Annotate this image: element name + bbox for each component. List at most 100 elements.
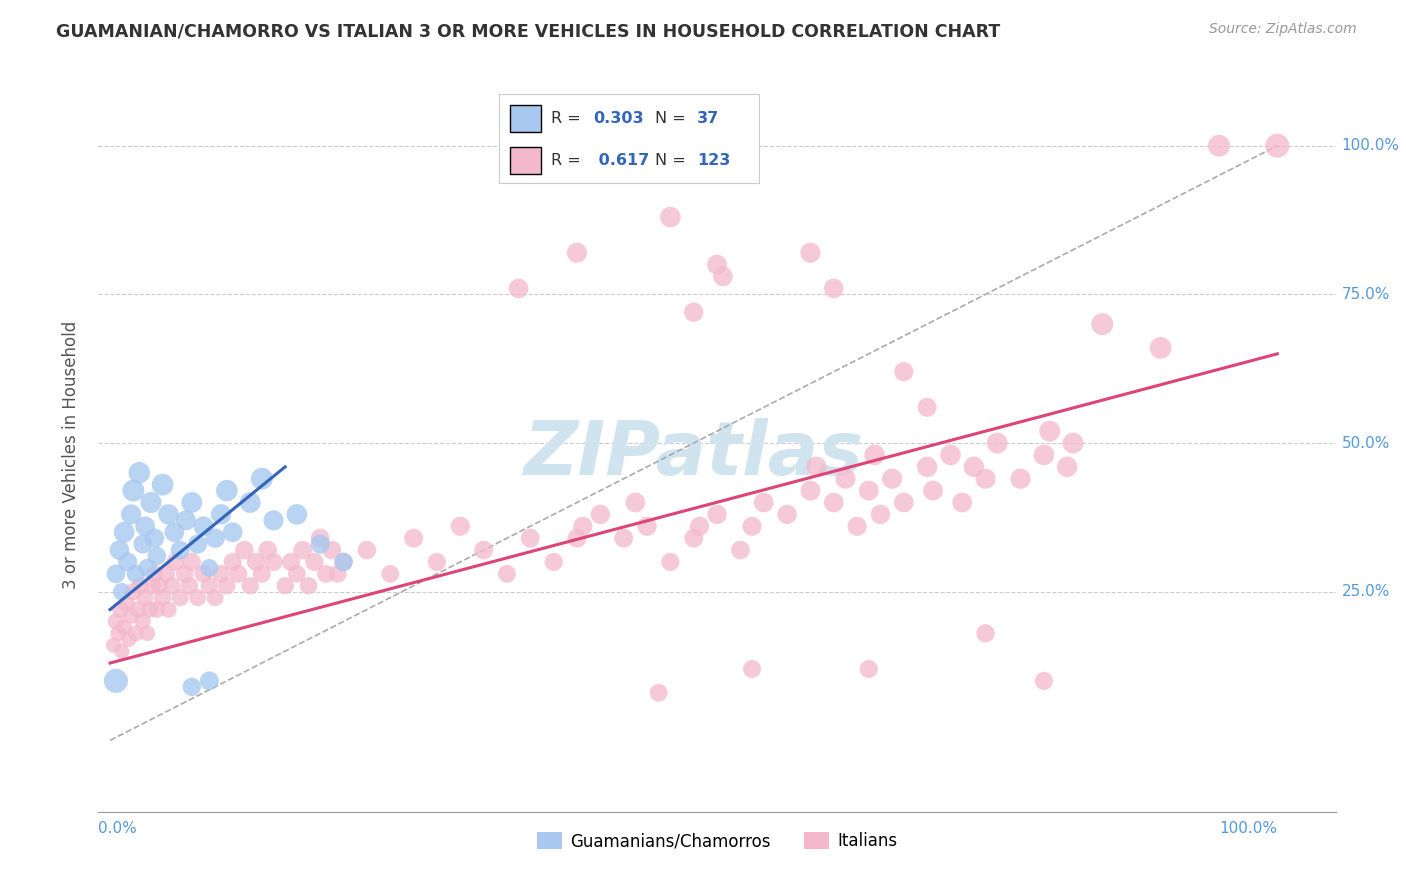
- Point: [209, 566, 232, 581]
- Point: [187, 537, 209, 551]
- Text: 0.303: 0.303: [593, 112, 644, 126]
- Point: [104, 615, 127, 629]
- Text: 0.617: 0.617: [593, 153, 650, 168]
- Point: [139, 495, 162, 509]
- Point: [127, 602, 149, 616]
- Point: [198, 561, 221, 575]
- Point: [152, 477, 174, 491]
- FancyBboxPatch shape: [509, 105, 541, 132]
- Point: [1010, 472, 1032, 486]
- Point: [125, 566, 148, 581]
- Point: [263, 555, 285, 569]
- Point: [706, 508, 728, 522]
- Point: [730, 543, 752, 558]
- Point: [132, 537, 155, 551]
- Point: [104, 566, 127, 581]
- Point: [157, 602, 180, 616]
- Text: 123: 123: [697, 153, 730, 168]
- Point: [846, 519, 869, 533]
- Point: [274, 579, 297, 593]
- Point: [939, 448, 962, 462]
- Point: [134, 519, 156, 533]
- Point: [1032, 448, 1054, 462]
- Point: [449, 519, 471, 533]
- Point: [472, 543, 495, 558]
- Y-axis label: 3 or more Vehicles in Household: 3 or more Vehicles in Household: [62, 321, 80, 589]
- Point: [858, 483, 880, 498]
- Point: [111, 644, 134, 658]
- Point: [426, 555, 449, 569]
- Text: 37: 37: [697, 112, 718, 126]
- FancyBboxPatch shape: [509, 147, 541, 174]
- Point: [834, 472, 856, 486]
- Point: [974, 626, 997, 640]
- Point: [1091, 317, 1114, 331]
- Point: [659, 210, 682, 224]
- Point: [636, 519, 658, 533]
- Point: [682, 305, 704, 319]
- Point: [179, 579, 201, 593]
- Point: [304, 555, 326, 569]
- Point: [204, 531, 226, 545]
- Text: 25.0%: 25.0%: [1341, 584, 1391, 599]
- Point: [250, 566, 273, 581]
- Point: [922, 483, 945, 498]
- Point: [134, 591, 156, 605]
- Point: [332, 555, 354, 569]
- Point: [104, 673, 127, 688]
- Point: [103, 638, 125, 652]
- Point: [112, 525, 135, 540]
- Point: [869, 508, 891, 522]
- Point: [198, 673, 221, 688]
- Point: [647, 686, 669, 700]
- Text: 100.0%: 100.0%: [1341, 138, 1399, 153]
- Point: [132, 615, 155, 629]
- Point: [309, 537, 332, 551]
- Text: GUAMANIAN/CHAMORRO VS ITALIAN 3 OR MORE VEHICLES IN HOUSEHOLD CORRELATION CHART: GUAMANIAN/CHAMORRO VS ITALIAN 3 OR MORE …: [56, 22, 1001, 40]
- Point: [380, 566, 402, 581]
- Point: [112, 620, 135, 634]
- Point: [146, 549, 169, 563]
- Point: [496, 566, 519, 581]
- Point: [332, 555, 354, 569]
- Point: [776, 508, 799, 522]
- Point: [309, 531, 332, 545]
- Point: [356, 543, 378, 558]
- Point: [118, 632, 141, 647]
- Text: 50.0%: 50.0%: [1341, 435, 1391, 450]
- Point: [239, 579, 262, 593]
- Point: [117, 555, 139, 569]
- Point: [659, 555, 682, 569]
- Point: [108, 543, 131, 558]
- Point: [129, 579, 152, 593]
- Point: [110, 602, 132, 616]
- Point: [180, 680, 202, 694]
- Point: [565, 245, 588, 260]
- Point: [280, 555, 302, 569]
- Point: [950, 495, 973, 509]
- Point: [752, 495, 775, 509]
- Point: [180, 495, 202, 509]
- Point: [155, 566, 177, 581]
- Point: [169, 543, 191, 558]
- Point: [508, 281, 530, 295]
- Point: [263, 513, 285, 527]
- Point: [250, 472, 273, 486]
- Point: [806, 459, 828, 474]
- Point: [711, 269, 734, 284]
- Point: [589, 508, 612, 522]
- Point: [160, 579, 183, 593]
- Point: [799, 483, 821, 498]
- Text: 75.0%: 75.0%: [1341, 287, 1391, 301]
- Text: R =: R =: [551, 153, 586, 168]
- Point: [1265, 138, 1288, 153]
- Point: [543, 555, 565, 569]
- Point: [986, 436, 1008, 450]
- Point: [115, 597, 138, 611]
- Point: [163, 525, 186, 540]
- Point: [823, 495, 845, 509]
- Point: [169, 591, 191, 605]
- Point: [120, 608, 142, 623]
- Point: [963, 459, 986, 474]
- Point: [157, 508, 180, 522]
